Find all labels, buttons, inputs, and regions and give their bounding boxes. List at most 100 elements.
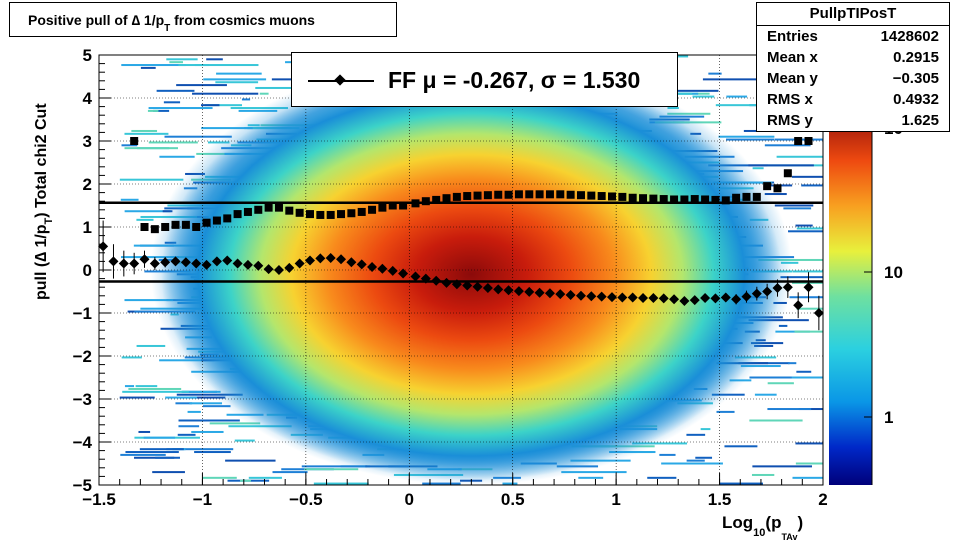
- heatmap-streak: [119, 396, 155, 399]
- rms-point: [399, 201, 408, 210]
- y-tick-label: −3: [73, 390, 92, 409]
- mean-point: [201, 259, 212, 270]
- stats-row-mean-y: Mean y −0.305: [767, 70, 939, 87]
- heatmap-streak: [138, 430, 151, 433]
- rms-point: [535, 190, 544, 199]
- rms-point: [680, 195, 689, 204]
- heatmap-streak: [121, 356, 142, 359]
- heatmap-streak: [124, 210, 171, 213]
- heatmap-streak: [795, 442, 823, 445]
- mean-point: [462, 280, 473, 291]
- rms-point: [576, 191, 585, 200]
- mean-point: [575, 290, 586, 301]
- heatmap-streak: [787, 362, 797, 365]
- heatmap-streak: [783, 207, 812, 210]
- rms-point: [130, 137, 139, 145]
- mean-point: [648, 292, 659, 303]
- rms-point: [556, 190, 565, 199]
- rms-point: [608, 192, 617, 201]
- rms-point: [192, 223, 201, 231]
- rms-point: [368, 205, 377, 214]
- heatmap-streak: [121, 144, 138, 147]
- mean-point: [398, 268, 409, 279]
- mean-point: [149, 258, 160, 269]
- mean-point: [284, 262, 295, 273]
- heatmap-streak: [791, 175, 823, 178]
- mean-point: [263, 264, 274, 275]
- legend: FF μ = -0.267, σ = 1.530: [291, 52, 678, 107]
- mean-point: [482, 283, 493, 294]
- rms-point: [742, 192, 751, 201]
- mean-point: [586, 291, 597, 302]
- y-tick-label: 2: [83, 175, 92, 194]
- stats-row-entries: Entries 1428602: [767, 28, 939, 45]
- rms-point: [701, 195, 710, 204]
- rms-point: [752, 192, 761, 201]
- colorbar-tick-label: 10: [884, 263, 903, 282]
- mean-point: [315, 253, 326, 264]
- heatmap-streak: [796, 370, 812, 373]
- rms-point: [254, 205, 263, 214]
- mean-point: [751, 288, 762, 299]
- heatmap-streak: [774, 204, 814, 207]
- rms-point: [357, 207, 366, 216]
- legend-marker: [334, 74, 346, 86]
- mean-point: [346, 257, 357, 268]
- rms-point: [504, 190, 513, 199]
- rms-point: [721, 196, 730, 205]
- mean-point: [710, 293, 721, 304]
- rms-point: [442, 194, 451, 203]
- mean-point: [242, 259, 253, 270]
- heatmap-streak: [124, 299, 174, 302]
- rms-point: [494, 190, 503, 199]
- rms-point: [804, 137, 813, 145]
- heatmap-streak: [788, 230, 823, 233]
- mean-point: [565, 289, 576, 300]
- heatmap-streak: [794, 330, 823, 333]
- title-box: Positive pull of ∆ 1/pT from cosmics muo…: [9, 2, 397, 37]
- colorbar-tick-label: 1: [884, 408, 893, 427]
- heatmap-streak: [140, 66, 156, 69]
- mean-point: [793, 300, 804, 311]
- rms-point: [337, 210, 346, 219]
- mean-point: [720, 292, 731, 303]
- rms-point: [525, 190, 534, 199]
- rms-point: [295, 208, 304, 217]
- mean-point: [180, 257, 191, 268]
- heatmap-streak: [775, 330, 810, 333]
- mean-point: [139, 254, 150, 265]
- rms-point: [347, 209, 356, 218]
- rms-point: [305, 210, 314, 219]
- mean-point: [555, 289, 566, 300]
- heatmap-streak: [791, 376, 823, 379]
- heatmap-streak: [136, 218, 154, 221]
- mean-point: [253, 260, 264, 271]
- rms-point: [233, 210, 242, 219]
- y-tick-label: 0: [83, 261, 92, 280]
- rms-point: [566, 190, 575, 199]
- mean-point: [679, 295, 690, 306]
- mean-point: [420, 273, 431, 284]
- heatmap-streak: [795, 462, 823, 465]
- rms-point: [202, 218, 211, 227]
- stats-row-rms-y: RMS y 1.625: [767, 112, 939, 129]
- rms-point: [597, 192, 606, 201]
- rms-point: [388, 201, 397, 210]
- heatmap-streak: [120, 256, 180, 259]
- x-tick-label: 1.5: [708, 490, 732, 509]
- mean-point: [782, 282, 793, 293]
- rms-point: [763, 182, 772, 191]
- mean-point: [503, 285, 514, 296]
- rms-point: [171, 220, 180, 229]
- rms-point: [628, 193, 637, 202]
- mean-point: [803, 282, 814, 293]
- mean-point: [689, 295, 700, 306]
- rms-point: [732, 193, 741, 202]
- rms-point: [794, 137, 803, 145]
- mean-point: [367, 261, 378, 272]
- rms-point: [711, 195, 720, 204]
- mean-point: [451, 279, 462, 290]
- rms-point: [140, 223, 149, 231]
- rms-point: [473, 191, 482, 200]
- marker-layer: [98, 113, 824, 331]
